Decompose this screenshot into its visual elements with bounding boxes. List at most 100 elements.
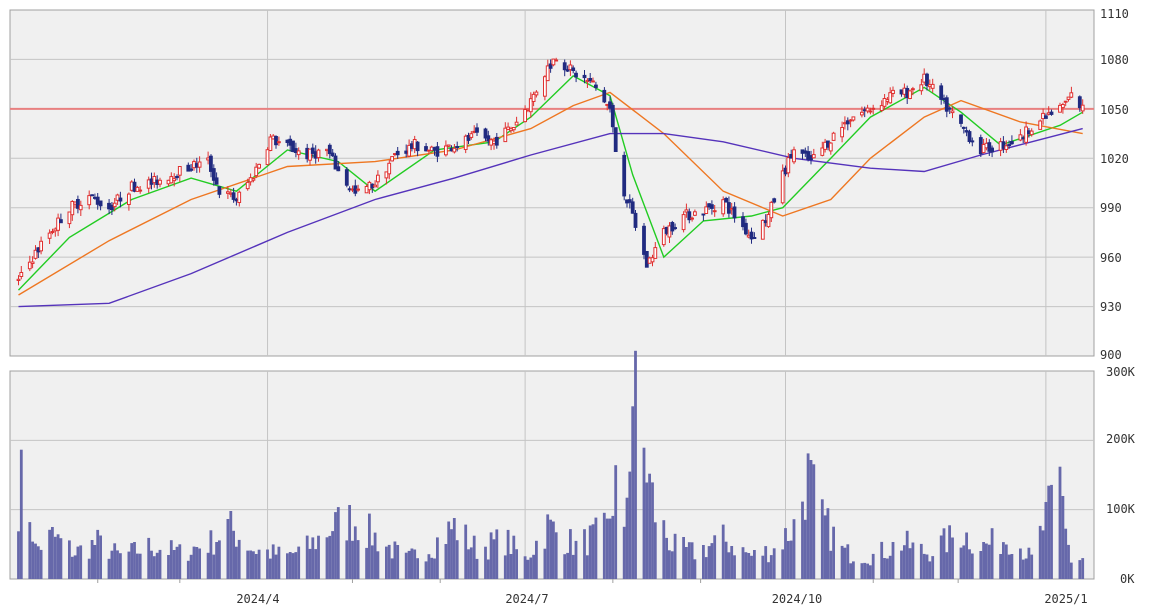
volume-bar	[554, 532, 558, 579]
candle-up	[265, 149, 270, 166]
volume-bar	[880, 541, 884, 579]
candle-down	[574, 72, 578, 78]
candle-up	[33, 249, 38, 259]
volume-bar	[806, 453, 810, 579]
volume-bar	[979, 551, 983, 579]
candle-up	[911, 88, 915, 91]
volume-bar	[903, 545, 906, 579]
volume-bar	[353, 526, 357, 579]
candle-up	[871, 107, 876, 110]
candle-up	[1080, 104, 1085, 112]
volume-bar	[840, 545, 844, 579]
volume-bar	[464, 524, 468, 579]
candle-down	[987, 142, 992, 152]
candle-up	[135, 186, 140, 192]
volume-bar	[314, 549, 318, 579]
candle-up	[16, 278, 21, 281]
volume-bar	[569, 529, 572, 579]
volume-bar	[365, 547, 368, 579]
price-tick-label: 1080	[1100, 53, 1129, 67]
candle-up	[828, 142, 833, 152]
candle-up	[376, 174, 380, 183]
volume-bar	[549, 519, 552, 579]
candle-down	[59, 219, 63, 224]
volume-bar	[945, 552, 949, 579]
volume-bar	[832, 526, 835, 579]
volume-bar	[614, 465, 618, 579]
candle-up	[653, 247, 658, 259]
candle-down	[486, 135, 491, 142]
volume-bar	[628, 471, 632, 579]
candle-up	[545, 65, 550, 82]
candle-down	[582, 74, 587, 79]
volume-bar	[911, 542, 915, 579]
volume-bar	[829, 550, 833, 579]
volume-bar	[721, 524, 725, 579]
volume-bar	[226, 519, 230, 579]
volume-bar	[1038, 525, 1042, 579]
volume-bar	[218, 540, 221, 579]
volume-bar	[891, 542, 895, 579]
volume-bar	[687, 542, 691, 579]
volume-bar	[959, 547, 963, 579]
volume-bar	[648, 473, 651, 579]
candle-up	[667, 225, 672, 238]
grid-lines	[10, 10, 1094, 583]
candle-down	[404, 150, 409, 154]
volume-bar	[583, 529, 586, 579]
volume-bar	[792, 519, 796, 579]
volume-bar	[79, 545, 83, 579]
volume-bar	[96, 529, 100, 579]
volume-bar	[602, 512, 606, 579]
date-tick-label: 2024/7	[505, 592, 548, 606]
candle-down	[741, 216, 745, 228]
volume-bar	[133, 542, 136, 579]
candle-down	[673, 227, 678, 230]
volume-bar	[1041, 530, 1045, 579]
candle-down	[274, 136, 278, 146]
candle-down	[964, 130, 969, 133]
candle-up	[1058, 104, 1062, 113]
volume-bar	[713, 535, 717, 579]
volume-bar	[919, 543, 923, 579]
volume-bar	[908, 548, 912, 579]
candle-down	[710, 204, 714, 209]
date-tick-label: 2025/1	[1044, 592, 1087, 606]
volume-bar	[286, 553, 289, 579]
candle-up	[30, 261, 35, 264]
volume-bar	[266, 549, 269, 579]
volume-bar	[385, 546, 388, 579]
candle-down	[214, 177, 219, 185]
candle-down	[211, 168, 216, 181]
candle-up	[39, 240, 44, 252]
candle-down	[98, 200, 103, 207]
candle-down	[209, 155, 213, 172]
candle-up	[384, 171, 389, 179]
volume-bar	[1069, 562, 1073, 579]
volume-bar	[622, 526, 626, 579]
candle-down	[333, 155, 338, 170]
candle-up	[591, 80, 595, 83]
volume-bar	[249, 550, 252, 579]
candle-up	[446, 144, 451, 147]
candle-down	[76, 199, 80, 209]
volume-bar	[229, 511, 233, 579]
volume-bar	[39, 549, 43, 579]
volume-bar	[727, 552, 731, 579]
volume-bar	[138, 553, 142, 579]
price-tick-label: 900	[1100, 348, 1122, 362]
price-tick-label: 1050	[1100, 103, 1129, 117]
volume-bar	[254, 554, 258, 579]
volume-bar	[642, 447, 646, 579]
candle-up	[412, 139, 417, 150]
volume-bar	[308, 548, 312, 579]
volume-bar	[733, 555, 736, 579]
volume-bar	[571, 554, 575, 579]
volume-bar	[198, 548, 201, 579]
candle-up	[681, 214, 686, 231]
volume-bar	[948, 525, 951, 579]
candle-up	[254, 166, 259, 177]
volume-bar	[586, 555, 589, 579]
candle-down	[175, 176, 179, 179]
volume-bar	[212, 554, 216, 579]
